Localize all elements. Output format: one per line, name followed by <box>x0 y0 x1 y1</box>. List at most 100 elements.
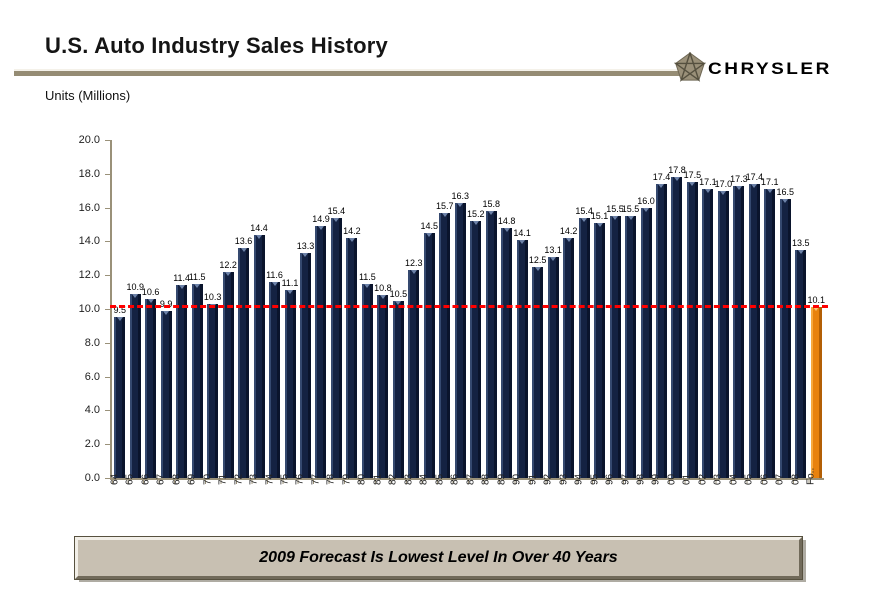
x-tick-label: 74 <box>264 473 276 485</box>
units-axis-title: Units (Millions) <box>45 88 131 103</box>
bar-value-label: 14.8 <box>497 215 516 226</box>
bar-value-label: 15.7 <box>436 200 454 211</box>
x-tick-label: 07 <box>774 473 786 485</box>
y-tick-label: 14.0 <box>78 235 100 248</box>
x-tick-label: 88 <box>480 473 492 485</box>
bar <box>114 317 126 478</box>
bar <box>439 212 451 478</box>
bar-value-label: 14.4 <box>250 222 268 233</box>
bar <box>423 232 435 478</box>
bar <box>748 183 760 478</box>
bar <box>238 248 250 478</box>
bar-value-label: 12.5 <box>528 254 547 265</box>
x-tick-label: 64 <box>109 473 121 485</box>
x-tick-label: 08 <box>790 473 802 485</box>
title-underline-rule <box>14 69 682 76</box>
x-tick-label: 99 <box>650 473 662 485</box>
y-tick-label: 18.0 <box>78 167 100 180</box>
y-tick-label: 2.0 <box>84 438 100 451</box>
x-tick-label: 04 <box>728 473 740 485</box>
bar-value-label: 17.1 <box>761 177 779 187</box>
y-tick-label: 0.0 <box>84 472 100 484</box>
y-tick-mark <box>105 309 110 310</box>
bar-value-label: 17.4 <box>652 171 671 182</box>
x-tick-label: 75 <box>279 473 291 485</box>
bar <box>640 207 652 478</box>
bar <box>609 216 621 478</box>
bar <box>501 227 513 478</box>
x-tick-label: 65 <box>124 473 136 485</box>
x-tick-label: 95 <box>589 473 601 485</box>
x-tick-label: 73 <box>248 473 260 485</box>
bar <box>764 189 776 478</box>
bar <box>176 285 188 478</box>
bar-value-label: 15.2 <box>466 209 485 220</box>
bar <box>733 185 745 478</box>
bar-value-label: 17.5 <box>683 170 702 181</box>
bar-value-label: 14.9 <box>312 214 330 225</box>
bar <box>392 300 404 478</box>
x-tick-label: 84 <box>418 473 430 485</box>
bar-value-label: 11.5 <box>358 271 376 282</box>
callout-banner: 2009 Forecast Is Lowest Level In Over 40… <box>74 536 803 580</box>
y-tick-label: 20.0 <box>78 134 100 146</box>
bar-value-label: 9.5 <box>113 305 126 316</box>
bar-value-label: 11.6 <box>266 269 283 280</box>
forecast-reference-line <box>110 305 828 309</box>
bar <box>470 221 482 478</box>
bar-value-label: 17.3 <box>730 173 748 184</box>
bar-value-label: 10.9 <box>126 281 144 292</box>
x-tick-label: Fo.. <box>805 467 817 485</box>
bar <box>547 256 559 478</box>
y-tick-mark <box>105 342 110 344</box>
bar-value-label: 14.2 <box>343 226 361 237</box>
y-tick-mark <box>105 173 110 175</box>
x-tick-label: 85 <box>434 473 446 485</box>
callout-banner-text: 2009 Forecast Is Lowest Level In Over 40… <box>259 549 618 566</box>
bar <box>361 283 373 478</box>
y-tick-mark <box>105 241 110 243</box>
bar-value-label: 11.5 <box>188 271 206 282</box>
x-tick-label: 72 <box>233 473 245 485</box>
bar-value-label: 16.5 <box>776 187 795 198</box>
bar <box>594 222 606 478</box>
bar-value-label: 17.1 <box>699 177 717 187</box>
bar <box>269 281 281 478</box>
x-tick-label: 79 <box>341 473 353 485</box>
y-tick-mark <box>105 376 110 378</box>
bar <box>485 210 497 478</box>
x-tick-label: 94 <box>573 473 585 485</box>
bar-value-label: 13.6 <box>234 236 253 247</box>
x-tick-label: 77 <box>310 473 322 485</box>
bar-value-label: 15.5 <box>606 204 624 215</box>
bar-value-label: 10.5 <box>389 288 408 299</box>
bar-value-label: 10.1 <box>807 295 826 306</box>
x-tick-label: 70 <box>202 473 214 485</box>
x-tick-label: 66 <box>140 473 152 485</box>
x-tick-label: 02 <box>697 473 709 485</box>
y-tick-mark <box>105 140 110 141</box>
bar <box>315 226 327 478</box>
x-tick-label: 80 <box>356 473 368 485</box>
y-tick-label: 6.0 <box>84 370 100 383</box>
plot-area: 9.5 10.9 10.6 9.9 11.4 11.5 10.3 12.2 13.6 14.4 11… <box>110 140 828 480</box>
x-tick-label: 90 <box>511 473 523 485</box>
x-tick-label: 06 <box>759 473 771 485</box>
x-tick-label: 78 <box>325 473 337 485</box>
bar <box>284 290 296 478</box>
bar-value-label: 15.1 <box>590 210 609 221</box>
y-tick-label: 16.0 <box>78 201 100 214</box>
bar <box>578 217 590 478</box>
x-tick-label: 81 <box>372 473 384 485</box>
x-tick-label: 98 <box>635 473 647 485</box>
x-tick-label: 96 <box>604 473 616 485</box>
x-tick-label: 01 <box>681 473 693 485</box>
bar-value-label: 13.3 <box>296 241 315 252</box>
bar <box>330 217 342 478</box>
y-tick-label: 12.0 <box>78 269 100 282</box>
x-tick-label: 91 <box>527 473 539 485</box>
bar-value-label: 17.8 <box>668 165 686 176</box>
bar <box>222 271 234 478</box>
y-tick-label: 10.0 <box>78 303 100 315</box>
